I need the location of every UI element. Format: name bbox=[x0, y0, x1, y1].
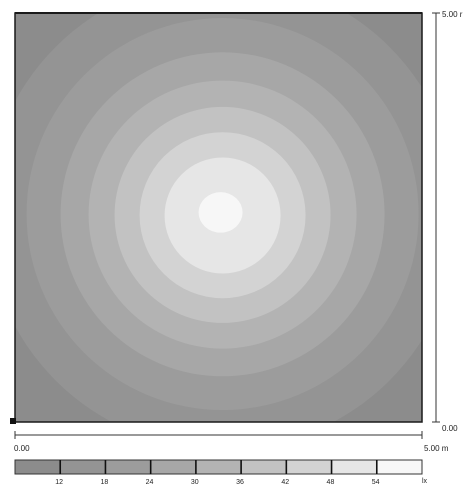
contour-bands bbox=[26, 18, 419, 411]
legend-frame bbox=[14, 459, 423, 475]
y-top-label: 5.00 r bbox=[442, 10, 463, 19]
legend-tick-42: 42 bbox=[281, 479, 290, 486]
legend-unit: lx bbox=[422, 478, 428, 485]
legend-swatch-3 bbox=[150, 460, 196, 474]
legend-tick-48: 48 bbox=[326, 479, 335, 486]
legend-swatch-7 bbox=[331, 460, 377, 474]
legend-swatch-8 bbox=[376, 460, 422, 474]
legend-tick-18: 18 bbox=[100, 479, 109, 486]
x-start-label: 0.00 bbox=[14, 444, 30, 453]
legend-swatch-4 bbox=[195, 460, 242, 474]
legend-tick-54: 54 bbox=[371, 479, 380, 486]
legend-swatch-0 bbox=[15, 460, 61, 474]
legend-swatch-2 bbox=[105, 460, 151, 474]
x-end-label: 5.00 m bbox=[424, 444, 449, 453]
legend-tick-30: 30 bbox=[190, 479, 199, 486]
legend-swatch-6 bbox=[286, 460, 332, 474]
legend-swatch-1 bbox=[60, 460, 106, 474]
x-dimension-line bbox=[14, 431, 423, 439]
legend-tick-12: 12 bbox=[55, 479, 64, 486]
origin-marker bbox=[10, 418, 16, 424]
legend-swatch-5 bbox=[241, 460, 287, 474]
y-dimension-line bbox=[432, 12, 440, 423]
legend-tick-24: 24 bbox=[145, 479, 154, 486]
legend-bar bbox=[14, 459, 423, 475]
legend-tick-36: 36 bbox=[236, 479, 244, 486]
contour-band-8 bbox=[198, 192, 243, 233]
y-bottom-label: 0.00 bbox=[442, 424, 458, 433]
